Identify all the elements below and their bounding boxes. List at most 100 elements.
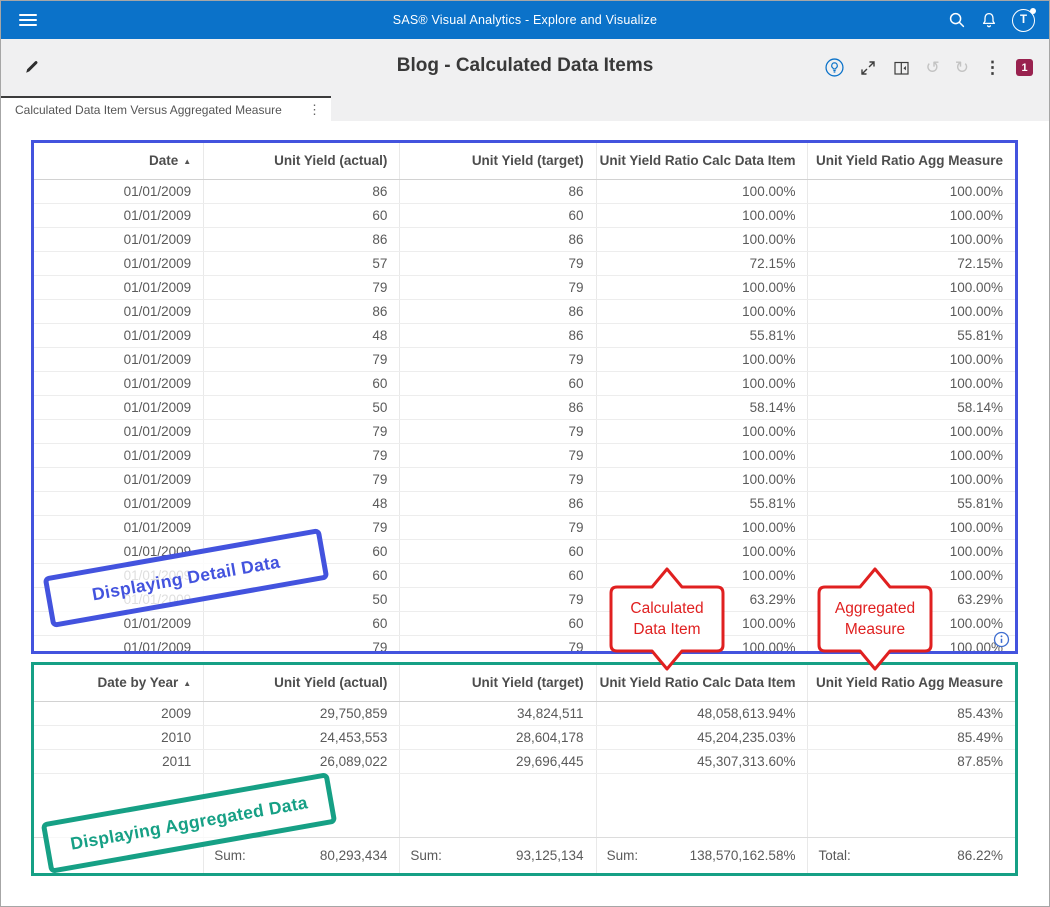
cell: 85.43% <box>808 701 1015 725</box>
cell: 100.00% <box>808 419 1015 443</box>
column-header-date[interactable]: Date▲ <box>34 143 204 179</box>
cell: 60 <box>400 611 596 635</box>
cell: 100.00% <box>596 467 808 491</box>
cell: 01/01/2009 <box>34 227 204 251</box>
more-options-kebab-icon[interactable]: ⋮ <box>984 59 1001 76</box>
undo-icon[interactable]: ↺ <box>926 59 940 76</box>
cell: 48 <box>204 323 400 347</box>
column-header-date-by-year[interactable]: Date by Year▲ <box>34 665 204 701</box>
column-header-ratio-calc-data-item[interactable]: Unit Yield Ratio Calc Data Item <box>596 143 808 179</box>
cell: 01/01/2009 <box>34 491 204 515</box>
redo-icon[interactable]: ↻ <box>955 59 969 76</box>
cell: 100.00% <box>808 299 1015 323</box>
cell: 100.00% <box>596 515 808 539</box>
cell: 48,058,613.94% <box>596 701 808 725</box>
table-row[interactable]: 01/01/2009577972.15%72.15% <box>34 251 1015 275</box>
cell: 2011 <box>34 749 204 773</box>
table-row[interactable]: 01/01/20096060100.00%100.00% <box>34 371 1015 395</box>
avatar-initial: T <box>1020 14 1027 26</box>
cell: 100.00% <box>596 299 808 323</box>
cell: 100.00% <box>808 179 1015 203</box>
total-label: Sum: <box>214 848 246 863</box>
callout-line: Aggregated <box>835 598 915 619</box>
table-row[interactable]: 01/01/2009488655.81%55.81% <box>34 491 1015 515</box>
suggestions-lightbulb-icon[interactable] <box>825 58 844 77</box>
callout-line: Calculated <box>630 598 703 619</box>
cell: 79 <box>204 347 400 371</box>
cell: 79 <box>204 419 400 443</box>
table-row[interactable]: 01/01/20098686100.00%100.00% <box>34 179 1015 203</box>
total-value: 80,293,434 <box>320 848 388 863</box>
cell: 45,307,313.60% <box>596 749 808 773</box>
table-row[interactable]: 01/01/20096060100.00%100.00% <box>34 203 1015 227</box>
cell: 86 <box>204 227 400 251</box>
cell: 79 <box>400 275 596 299</box>
tab-kebab-icon[interactable]: ⋮ <box>308 102 321 118</box>
cell: 34,824,511 <box>400 701 596 725</box>
alert-count-badge[interactable]: 1 <box>1016 59 1033 76</box>
total-label: Total: <box>818 848 850 863</box>
cell: 01/01/2009 <box>34 275 204 299</box>
avatar-status-dot <box>1030 8 1036 14</box>
column-header-unit-yield-target[interactable]: Unit Yield (target) <box>400 143 596 179</box>
table-row[interactable]: 01/01/20097979100.00%100.00% <box>34 467 1015 491</box>
user-avatar[interactable]: T <box>1012 9 1035 32</box>
calculated-data-item-callout: Calculated Data Item <box>605 565 729 673</box>
table-row[interactable]: 01/01/20097979100.00%100.00% <box>34 419 1015 443</box>
table-row[interactable]: 01/01/20097979100.00%100.00% <box>34 275 1015 299</box>
table-row[interactable]: 01/01/20097979100.00%100.00% <box>34 515 1015 539</box>
cell: 60 <box>204 371 400 395</box>
column-header-unit-yield-actual[interactable]: Unit Yield (actual) <box>204 143 400 179</box>
cell: 01/01/2009 <box>34 515 204 539</box>
tab-calculated-vs-aggregated[interactable]: Calculated Data Item Versus Aggregated M… <box>1 96 331 121</box>
spacer-cell <box>808 773 1015 837</box>
callout-line: Data Item <box>633 619 700 640</box>
column-header-unit-yield-target[interactable]: Unit Yield (target) <box>400 665 596 701</box>
cell: 100.00% <box>808 275 1015 299</box>
cell: 100.00% <box>808 347 1015 371</box>
callout-line: Measure <box>845 619 905 640</box>
cell: 29,750,859 <box>204 701 400 725</box>
cell: 79 <box>400 251 596 275</box>
table-row[interactable]: 01/01/2009508658.14%58.14% <box>34 395 1015 419</box>
info-icon[interactable] <box>993 631 1010 648</box>
table-row[interactable]: 01/01/2009488655.81%55.81% <box>34 323 1015 347</box>
cell: 100.00% <box>596 443 808 467</box>
cell: 72.15% <box>596 251 808 275</box>
total-value: 86.22% <box>957 848 1003 863</box>
table-row[interactable]: 01/01/20097979100.00%100.00% <box>34 443 1015 467</box>
tab-strip: Calculated Data Item Versus Aggregated M… <box>1 96 1049 121</box>
spacer-cell <box>400 773 596 837</box>
app-title: SAS® Visual Analytics - Explore and Visu… <box>1 13 1049 27</box>
notifications-bell-icon[interactable] <box>980 11 998 29</box>
cell: 60 <box>400 371 596 395</box>
cell: 100.00% <box>596 275 808 299</box>
cell: 86 <box>204 299 400 323</box>
cell: 60 <box>204 611 400 635</box>
total-value: 93,125,134 <box>516 848 584 863</box>
collapse-right-pane-icon[interactable] <box>892 59 911 77</box>
column-header-unit-yield-actual[interactable]: Unit Yield (actual) <box>204 665 400 701</box>
cell: 79 <box>400 443 596 467</box>
search-icon[interactable] <box>948 11 966 29</box>
cell: 01/01/2009 <box>34 443 204 467</box>
cell: 86 <box>400 179 596 203</box>
cell: 01/01/2009 <box>34 179 204 203</box>
table-row[interactable]: 200929,750,85934,824,51148,058,613.94%85… <box>34 701 1015 725</box>
cell: 100.00% <box>596 371 808 395</box>
cell: 79 <box>400 635 596 654</box>
cell: 79 <box>400 587 596 611</box>
column-header-ratio-agg-measure[interactable]: Unit Yield Ratio Agg Measure <box>808 143 1015 179</box>
cell: 79 <box>400 515 596 539</box>
table-row[interactable]: 01/01/20097979100.00%100.00% <box>34 347 1015 371</box>
cell: 01/01/2009 <box>34 467 204 491</box>
cell: 86 <box>400 323 596 347</box>
table-row[interactable]: 201024,453,55328,604,17845,204,235.03%85… <box>34 725 1015 749</box>
table-row[interactable]: 01/01/20098686100.00%100.00% <box>34 299 1015 323</box>
tab-label: Calculated Data Item Versus Aggregated M… <box>15 103 282 117</box>
table-row[interactable]: 201126,089,02229,696,44545,307,313.60%87… <box>34 749 1015 773</box>
table-row[interactable]: 01/01/20098686100.00%100.00% <box>34 227 1015 251</box>
cell: 60 <box>400 203 596 227</box>
cell: 57 <box>204 251 400 275</box>
maximize-icon[interactable] <box>859 59 877 77</box>
